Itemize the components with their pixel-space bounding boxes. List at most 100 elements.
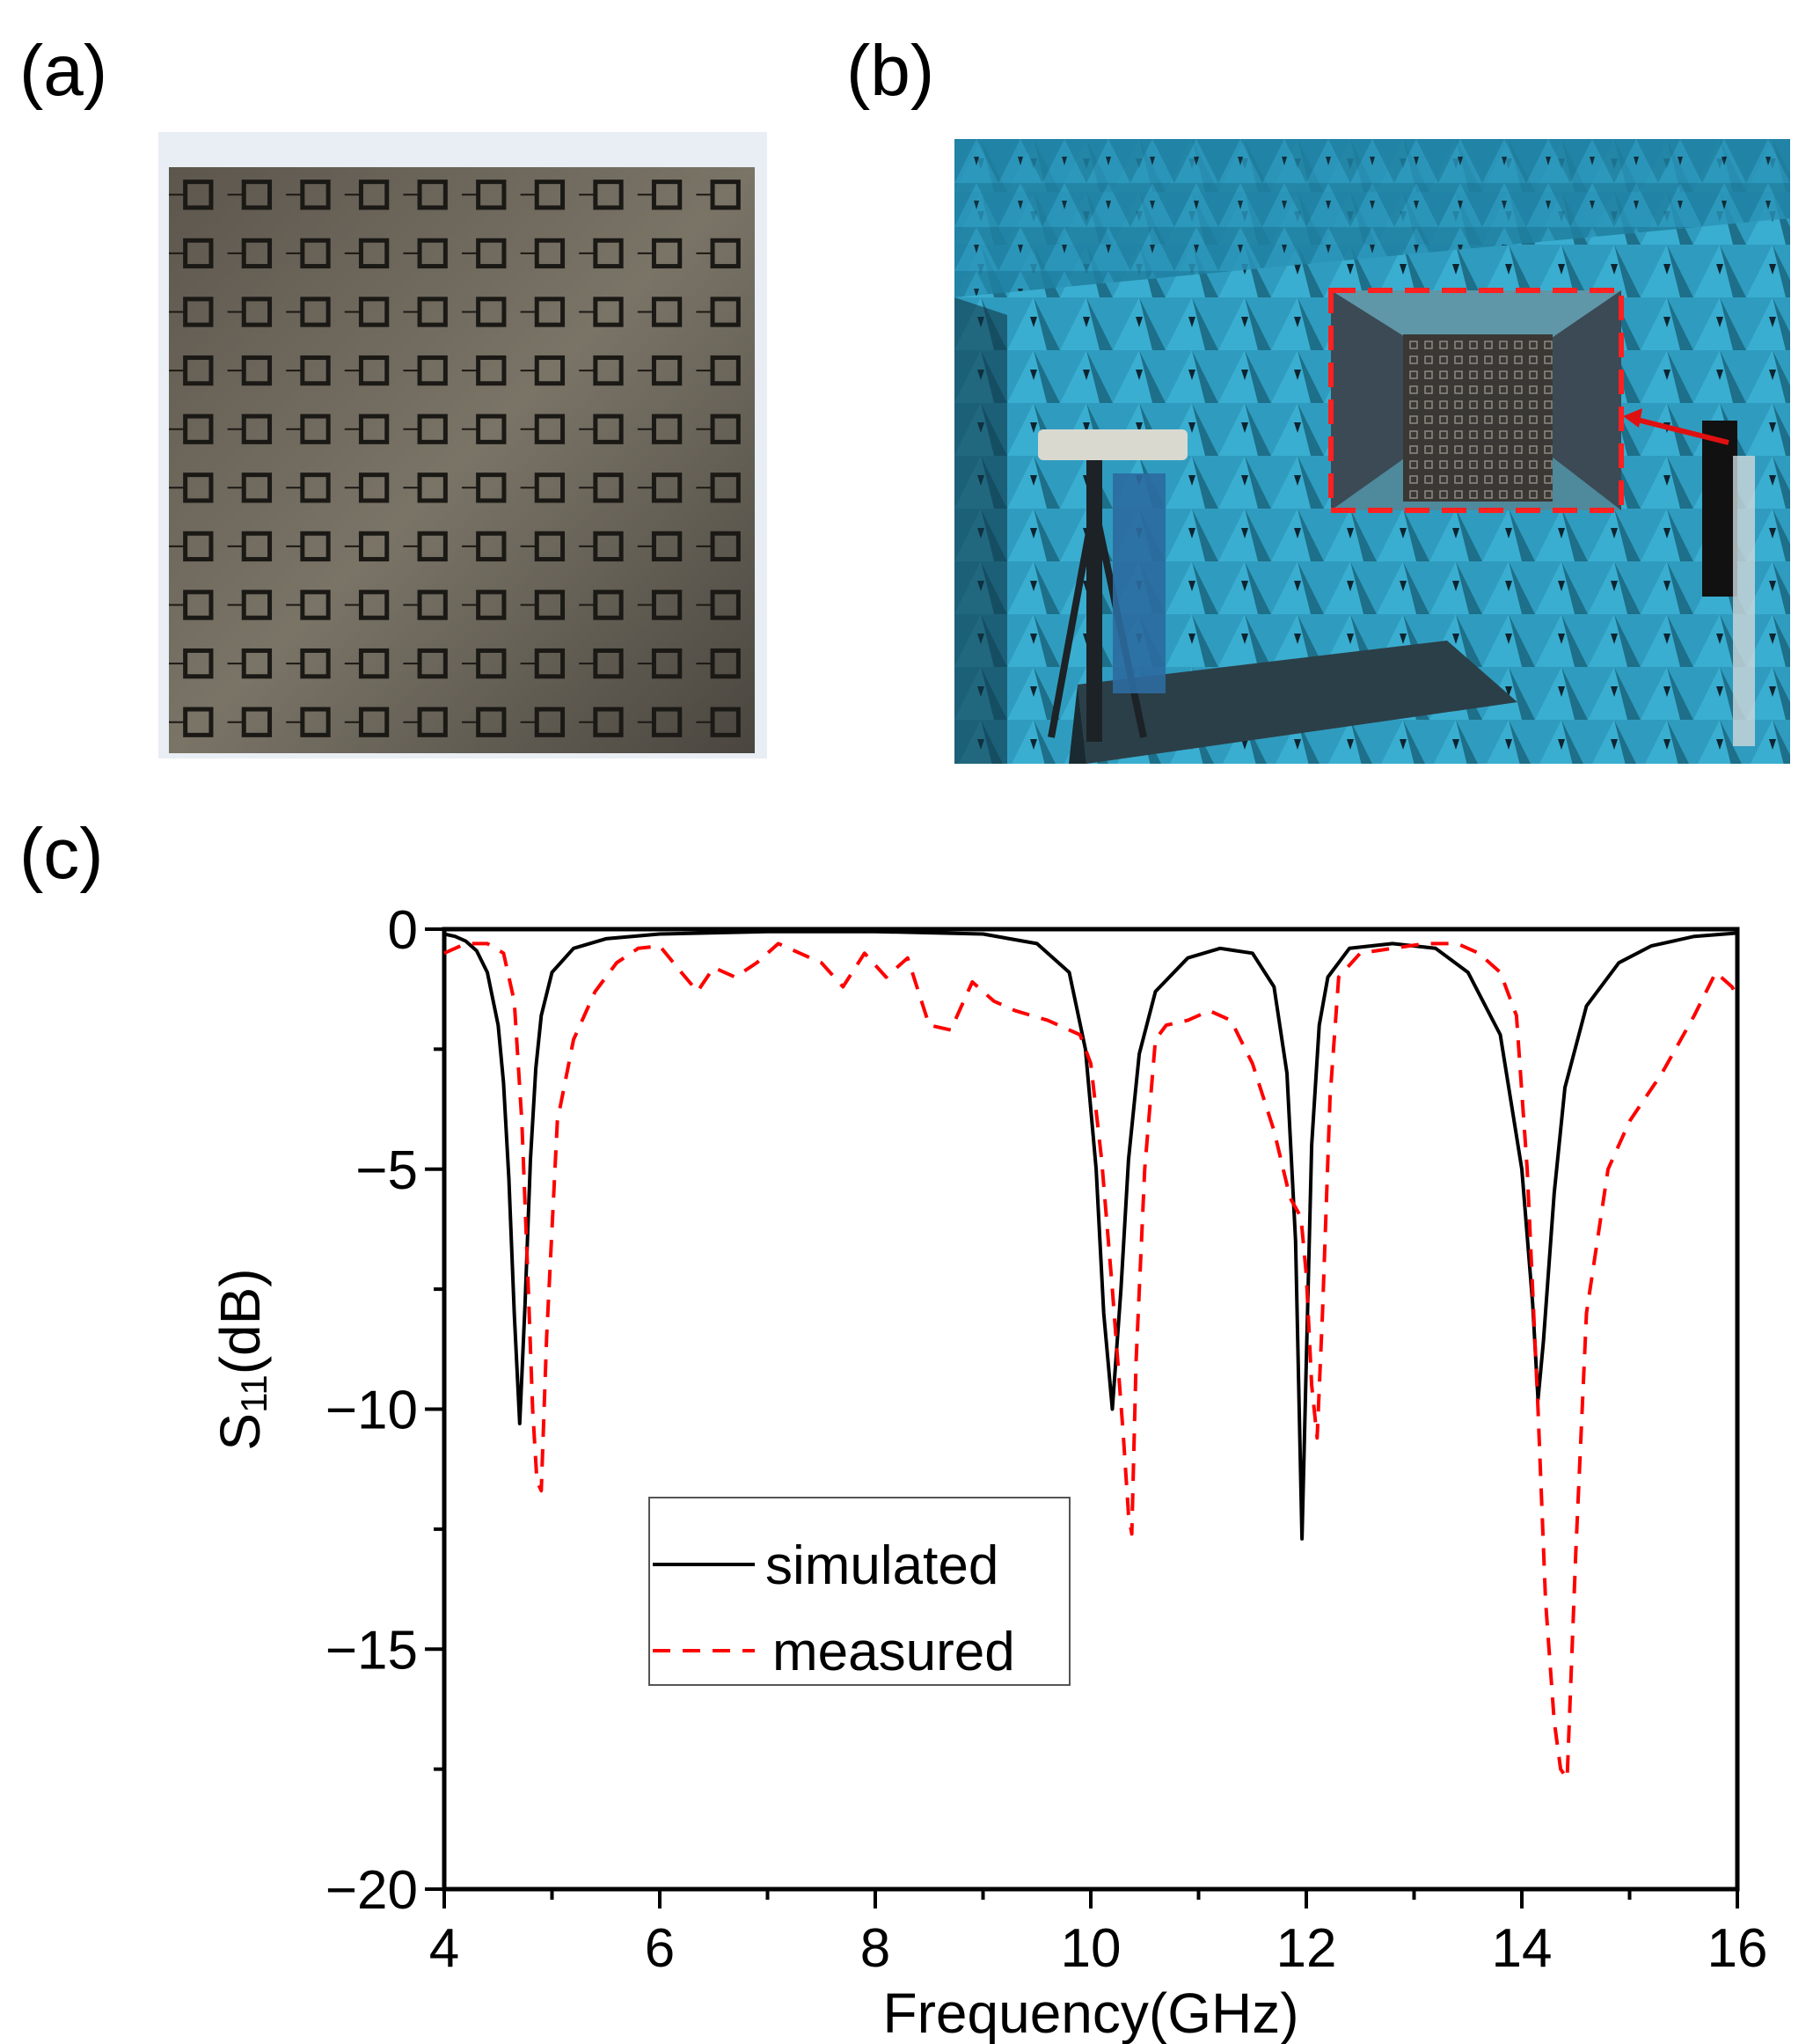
unit-cell-square: [593, 355, 624, 386]
y-axis-label-unit: (dB): [208, 1268, 272, 1374]
series-line-simulated: [443, 929, 1738, 1541]
inset-unit-cell: [1409, 460, 1418, 469]
inset-unit-cell: [1469, 460, 1478, 469]
inset-unit-cell: [1529, 355, 1538, 364]
panel-label-b: (b): [846, 31, 935, 111]
inset-highlight-box: [1328, 288, 1624, 513]
x-tick-label: 14: [1492, 1918, 1553, 1979]
inset-unit-cell: [1469, 355, 1478, 364]
panel-label-c: (c): [19, 814, 104, 894]
inset-unit-cell: [1514, 460, 1523, 469]
inset-unit-cell: [1424, 475, 1433, 484]
inset-unit-cell: [1499, 341, 1508, 349]
inset-unit-cell: [1424, 370, 1433, 379]
legend-box: [648, 1497, 1071, 1686]
inset-unit-cell: [1454, 460, 1463, 469]
unit-cell-square: [300, 238, 331, 269]
inset-unit-cell: [1499, 400, 1508, 409]
unit-cell-square: [300, 297, 331, 327]
y-axis-label: S11(dB): [208, 1268, 274, 1450]
inset-unit-cell: [1469, 490, 1478, 499]
inset-unit-cell: [1424, 445, 1433, 454]
inset-unit-cell: [1424, 490, 1433, 499]
inset-unit-cell: [1514, 370, 1523, 379]
inset-unit-cell: [1439, 370, 1448, 379]
inset-unit-cell: [1439, 400, 1448, 409]
inset-unit-cell: [1499, 445, 1508, 454]
inset-unit-cell: [1454, 370, 1463, 379]
inset-unit-cell: [1529, 341, 1538, 349]
inset-unit-cell: [1514, 341, 1523, 349]
unit-cell-square: [593, 414, 624, 444]
unit-cell-square: [300, 590, 331, 620]
series-line-measured: [443, 941, 1739, 1781]
inset-unit-cell: [1409, 415, 1418, 424]
fabricated-sample-photo: [158, 132, 767, 758]
inset-unit-cell: [1469, 475, 1478, 484]
inset-unit-cell: [1484, 445, 1493, 454]
y-tick-label: −5: [355, 1140, 418, 1201]
inset-unit-cell: [1424, 355, 1433, 364]
inset-unit-cell: [1514, 475, 1523, 484]
inset-unit-cell: [1499, 415, 1508, 424]
inset-unit-cell: [1424, 430, 1433, 439]
panel-label-a: (a): [19, 31, 108, 111]
inset-unit-cell: [1469, 385, 1478, 394]
inset-unit-cell: [1439, 430, 1448, 439]
inset-unit-cell: [1469, 445, 1478, 454]
inset-unit-cell: [1544, 460, 1553, 469]
x-tick-label: 8: [860, 1918, 890, 1979]
inset-unit-cell: [1514, 415, 1523, 424]
y-tick-label: 0: [388, 900, 418, 961]
inset-unit-cell: [1409, 475, 1418, 484]
inset-unit-cell: [1499, 460, 1508, 469]
inset-unit-cell: [1499, 490, 1508, 499]
inset-unit-cell: [1514, 385, 1523, 394]
y-tick-label: −20: [325, 1860, 418, 1921]
inset-unit-cell: [1529, 430, 1538, 439]
sample-holder: [1702, 421, 1737, 597]
unit-cell-square: [300, 648, 331, 679]
inset-unit-cell: [1514, 430, 1523, 439]
x-tick-label: 6: [645, 1918, 675, 1979]
inset-unit-cell: [1514, 445, 1523, 454]
inset-unit-cell: [1454, 355, 1463, 364]
inset-unit-cell: [1409, 430, 1418, 439]
y-axis-label-sub: 11: [233, 1374, 274, 1413]
inset-unit-cell: [1544, 370, 1553, 379]
unit-cell-square: [593, 238, 624, 269]
inset-unit-cell: [1454, 445, 1463, 454]
unit-cell-square: [300, 707, 331, 737]
inset-unit-cell: [1439, 385, 1448, 394]
inset-unit-cell: [1499, 370, 1508, 379]
inset-unit-cell: [1514, 490, 1523, 499]
inset-unit-cell: [1514, 400, 1523, 409]
inset-unit-cell: [1424, 385, 1433, 394]
inset-pointer-arrow: [1633, 416, 1729, 445]
inset-unit-cell: [1409, 445, 1418, 454]
chamber-scene-image: [954, 139, 1790, 764]
inset-unit-cell: [1409, 341, 1418, 349]
inset-unit-cell: [1544, 341, 1553, 349]
inset-unit-cell: [1409, 400, 1418, 409]
unit-cell-square: [300, 531, 331, 562]
inset-unit-cell: [1409, 385, 1418, 394]
inset-unit-cell: [1529, 460, 1538, 469]
inset-unit-cell: [1424, 460, 1433, 469]
inset-unit-cell: [1484, 370, 1493, 379]
unit-cell-square: [300, 355, 331, 386]
inset-unit-cell: [1484, 430, 1493, 439]
x-tick-label: 4: [429, 1918, 459, 1979]
inset-unit-cell: [1484, 490, 1493, 499]
inset-unit-cell: [1439, 460, 1448, 469]
inset-unit-cell: [1469, 400, 1478, 409]
inset-unit-cell: [1544, 385, 1553, 394]
inset-unit-cell: [1439, 475, 1448, 484]
unit-cell-square: [593, 473, 624, 503]
inset-unit-cell: [1454, 475, 1463, 484]
metasurface-board-image: [169, 167, 755, 753]
y-tick-label: −10: [325, 1381, 418, 1441]
inset-unit-cell: [1499, 355, 1508, 364]
inset-unit-cell: [1484, 460, 1493, 469]
